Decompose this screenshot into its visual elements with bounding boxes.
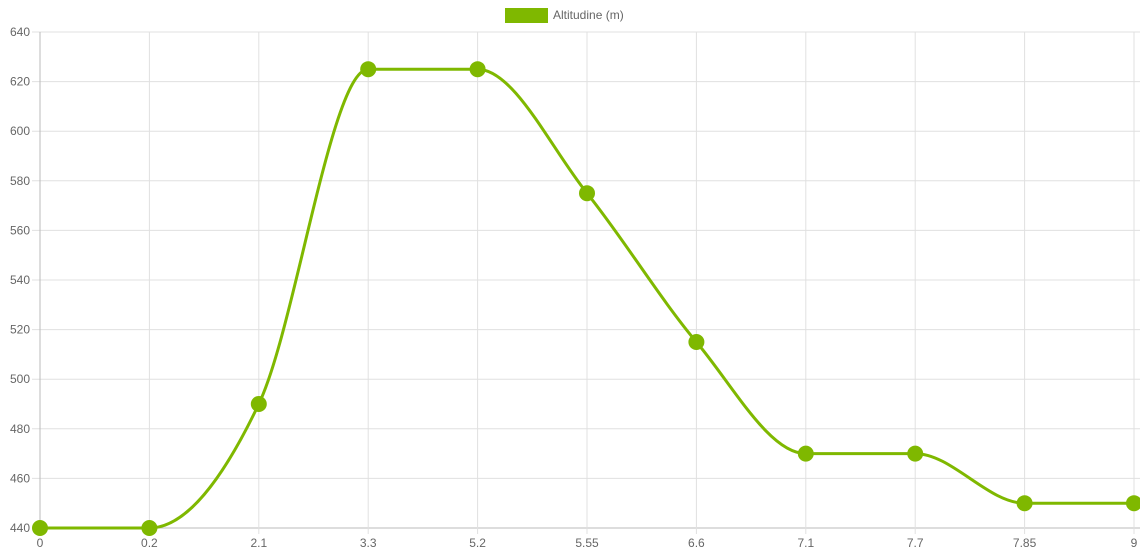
y-tick-label: 620 xyxy=(10,75,30,89)
grid xyxy=(32,31,1140,534)
data-point[interactable] xyxy=(32,520,48,536)
series-altitudine xyxy=(32,61,1140,536)
y-tick-label: 540 xyxy=(10,273,30,287)
data-point[interactable] xyxy=(797,445,814,462)
data-point[interactable] xyxy=(250,396,267,412)
y-tick-label: 440 xyxy=(10,521,30,535)
data-point[interactable] xyxy=(579,185,595,202)
data-point[interactable] xyxy=(469,61,486,78)
x-tick-label: 7.85 xyxy=(1013,536,1037,550)
legend[interactable]: Altitudine (m) xyxy=(505,8,624,23)
y-tick-label: 560 xyxy=(10,223,30,237)
legend-label[interactable]: Altitudine (m) xyxy=(553,8,624,22)
data-point[interactable] xyxy=(688,334,705,350)
y-tick-label: 500 xyxy=(10,372,30,386)
data-point[interactable] xyxy=(907,445,924,462)
y-tick-label: 600 xyxy=(10,124,30,138)
axes: 440 460 480 500 520 540 560 580 600 620 640 0 0.2 2.1… xyxy=(10,25,1138,550)
x-tick-label: 5.55 xyxy=(575,536,599,550)
data-point[interactable] xyxy=(1126,495,1140,512)
y-tick-label: 580 xyxy=(10,174,30,188)
x-tick-label: 7.7 xyxy=(907,536,924,550)
x-tick-label: 3.3 xyxy=(360,536,377,550)
data-point[interactable] xyxy=(141,520,158,536)
y-tick-label: 520 xyxy=(10,323,30,337)
x-tick-label: 0 xyxy=(37,536,44,550)
y-tick-label: 460 xyxy=(10,471,30,485)
y-tick-label: 640 xyxy=(10,25,30,39)
x-tick-label: 0.2 xyxy=(141,536,158,550)
y-tick-label: 480 xyxy=(10,422,30,436)
x-tick-label: 7.1 xyxy=(797,536,814,550)
x-tick-label: 6.6 xyxy=(688,536,705,550)
data-point[interactable] xyxy=(1016,495,1033,512)
legend-swatch[interactable] xyxy=(505,8,548,23)
x-tick-label: 5.2 xyxy=(469,536,486,550)
x-tick-label: 2.1 xyxy=(250,536,267,550)
x-tick-label: 9 xyxy=(1131,536,1138,550)
data-point[interactable] xyxy=(360,61,377,78)
